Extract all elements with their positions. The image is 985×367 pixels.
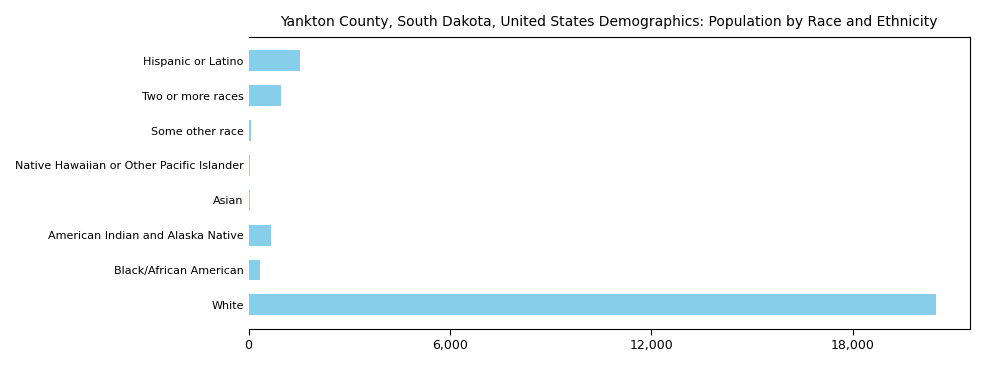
Title: Yankton County, South Dakota, United States Demographics: Population by Race and: Yankton County, South Dakota, United Sta…: [281, 15, 938, 29]
Bar: [248, 225, 272, 246]
Bar: [248, 259, 260, 280]
Bar: [248, 190, 250, 211]
Bar: [248, 50, 299, 71]
Bar: [248, 155, 249, 176]
Bar: [248, 85, 282, 106]
Bar: [248, 294, 937, 315]
Bar: [248, 120, 250, 141]
